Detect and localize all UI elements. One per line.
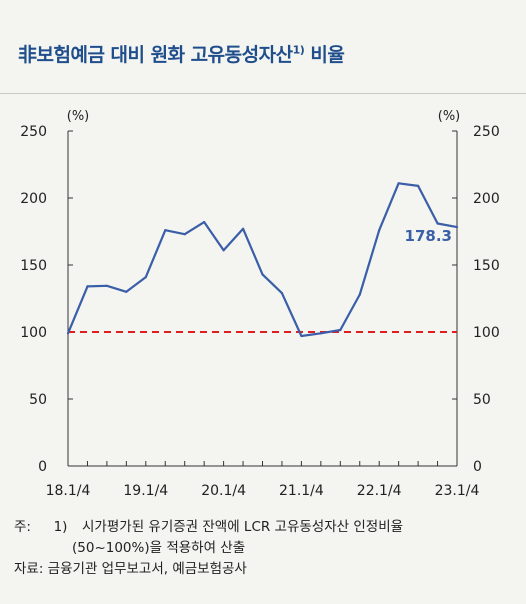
data-point — [300, 334, 303, 338]
x-tick-label: 18.1/4 — [46, 483, 91, 499]
data-point — [378, 229, 381, 232]
data-point — [222, 249, 225, 252]
data-point — [105, 284, 108, 287]
y-tick-label-left: 50 — [29, 392, 47, 408]
data-point — [164, 229, 167, 232]
y-tick-label-left: 100 — [20, 325, 47, 341]
last-value-label: 178.3 — [405, 227, 452, 245]
data-point — [455, 226, 459, 229]
x-tick-label: 23.1/4 — [435, 483, 480, 499]
y-tick-label-right: 200 — [473, 191, 500, 207]
data-point — [417, 184, 420, 187]
source-note: 자료: 금융기관 업무보고서, 예금보험공사 — [14, 561, 247, 577]
data-point — [397, 182, 400, 185]
y-tick-label-right: 150 — [473, 258, 500, 274]
x-tick-label: 19.1/4 — [123, 483, 168, 499]
title-divider — [0, 93, 526, 94]
y-tick-label-right: 100 — [473, 325, 500, 341]
y-tick-label-right: 50 — [473, 392, 491, 408]
data-point — [183, 233, 186, 236]
chart-title: 非보험예금 대비 원화 고유동성자산1) 비율 — [18, 40, 345, 67]
footnote-prefix: 주: — [14, 519, 31, 535]
line-chart: 0 0 50 50 100 100 150 150 200 200 250 250 (%) (%) 18.1… — [20, 109, 500, 499]
title-footnote-marker: 1) — [292, 43, 305, 57]
y-tick-label-left: 250 — [20, 124, 47, 140]
y-tick-label-left: 150 — [20, 258, 47, 274]
data-point — [319, 332, 322, 335]
y-tick-label-right: 0 — [473, 459, 482, 475]
x-tick-label: 20.1/4 — [201, 483, 246, 499]
data-point — [436, 222, 439, 225]
data-point — [203, 221, 206, 224]
y-unit-right: (%) — [438, 109, 461, 124]
data-point — [86, 285, 89, 288]
x-tick-label: 21.1/4 — [279, 483, 324, 499]
footnote-line-1: 시가평가된 유기증권 잔액에 LCR 고유동성자산 인정비율 — [82, 519, 404, 535]
data-point — [66, 332, 70, 335]
data-point — [339, 328, 342, 332]
data-point — [261, 273, 264, 276]
y-unit-left: (%) — [67, 109, 90, 124]
series-line — [66, 182, 458, 338]
title-text: 非보험예금 대비 원화 고유동성자산 — [18, 44, 293, 66]
title-suffix: 비율 — [304, 44, 345, 66]
y-tick-label-left: 200 — [20, 191, 47, 207]
y-tick-label-left: 0 — [38, 459, 47, 475]
data-point — [242, 227, 245, 230]
data-point — [280, 292, 283, 295]
footnote-1: 주: 1) 시가평가된 유기증권 잔액에 LCR 고유동성자산 인정비율 — [14, 517, 519, 538]
data-point — [358, 293, 361, 296]
x-tick-label: 22.1/4 — [357, 483, 402, 499]
y-tick-label-right: 250 — [473, 124, 500, 140]
footnote-line-2: (50~100%)을 적용하여 산출 — [72, 540, 246, 556]
footnote-number: 1) — [53, 519, 68, 535]
data-point — [125, 290, 128, 293]
data-point — [144, 276, 147, 279]
footnotes: 주: 1) 시가평가된 유기증권 잔액에 LCR 고유동성자산 인정비율 (50… — [14, 517, 519, 580]
